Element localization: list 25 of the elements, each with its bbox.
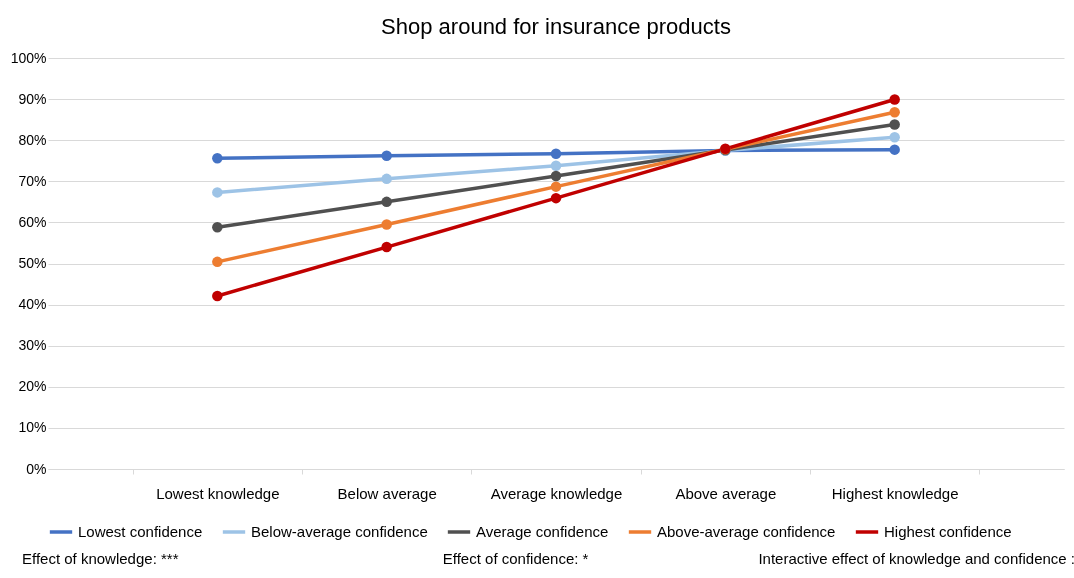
legend-label: Above-average confidence [657,523,836,540]
x-tick-label: Above average [675,484,777,502]
x-tick-label: Below average [337,484,437,502]
y-tick-label: 20% [18,378,47,395]
y-tick-label: 40% [18,296,47,313]
text: Effect of confidence: * [442,549,590,567]
y-tick-label: 50% [18,255,47,271]
y-tick-label: 70% [18,172,47,189]
chart-title: Shop around for insurance products [381,14,731,39]
legend-label: Highest confidence [884,523,1012,540]
y-tick-label: 100% [10,49,47,66]
legend-label: Lowest confidence [78,523,203,540]
x-tick-label: Average knowledge [490,484,623,502]
y-tick-label: 30% [18,337,47,354]
text: Effect of knowledge: *** [22,549,180,567]
x-tick-label: Highest knowledge [831,484,959,502]
x-tick-label: Lowest knowledge [156,484,280,502]
legend-label: Average confidence [476,523,609,540]
y-tick-label: 60% [18,213,47,230]
y-tick-label: 90% [18,90,47,107]
legend-label: Below-average confidence [251,523,428,540]
y-tick-label: 80% [18,131,47,148]
y-tick-label: 0% [26,460,47,477]
text: Interactive effect of knowledge and confidence : [758,549,1074,567]
y-tick-label: 10% [18,419,47,436]
